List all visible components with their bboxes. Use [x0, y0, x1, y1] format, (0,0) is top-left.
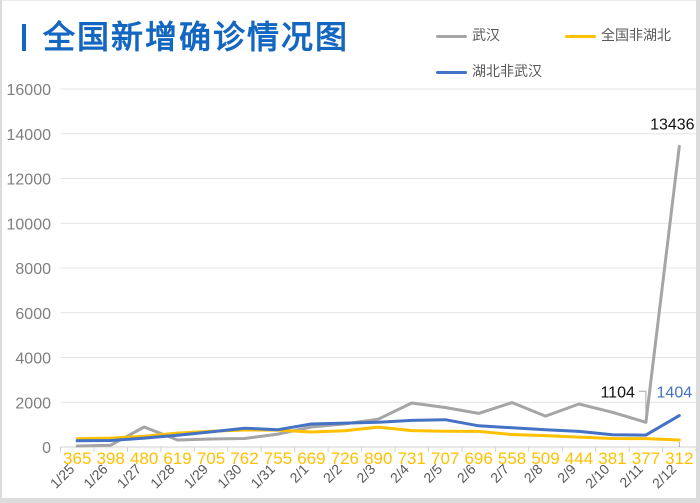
- legend-line-icon: [436, 70, 467, 74]
- data-label: 558: [498, 449, 526, 468]
- legend-item-hubei-ex-wuhan: 湖北非武汉: [436, 62, 542, 82]
- data-label: 444: [565, 449, 593, 468]
- y-tick-label: 6000: [15, 306, 51, 323]
- legend-item-non-hubei: 全国非湖北: [565, 26, 671, 46]
- data-label: 509: [531, 449, 559, 468]
- legend-label: 武汉: [472, 28, 500, 44]
- y-tick-label: 10000: [7, 216, 52, 233]
- data-label: 1404: [657, 385, 693, 402]
- data-label: 480: [130, 449, 158, 468]
- y-tick-label: 16000: [7, 82, 52, 99]
- series-line-non-hubei: [75, 425, 681, 442]
- data-label: 381: [598, 449, 626, 468]
- data-label: 755: [264, 449, 292, 468]
- series-line-wuhan: [75, 144, 681, 448]
- title-accent-bar: [22, 24, 26, 51]
- legend-label: 全国非湖北: [601, 28, 671, 44]
- y-tick-label: 0: [42, 440, 51, 457]
- data-label: 13436: [650, 116, 695, 133]
- data-label: 619: [163, 449, 191, 468]
- data-label: 762: [230, 449, 258, 468]
- legend-line-icon: [436, 34, 467, 38]
- data-label: 398: [96, 449, 124, 468]
- data-label: 1104: [600, 384, 635, 401]
- chart-title: 全国新增确诊情况图: [43, 18, 350, 56]
- data-label: 377: [632, 449, 660, 468]
- data-label: 707: [431, 449, 459, 468]
- legend-item-wuhan: 武汉: [436, 26, 500, 46]
- data-label: 312: [665, 449, 693, 468]
- y-tick-label: 12000: [7, 172, 52, 189]
- data-label: 726: [331, 449, 359, 468]
- series-line-hubei-ex-wuhan: [75, 414, 681, 443]
- gridlines: [60, 88, 697, 403]
- data-label: 705: [197, 449, 225, 468]
- data-label: 696: [464, 449, 492, 468]
- data-label: 365: [63, 449, 91, 468]
- label-leader-line: [638, 390, 647, 420]
- data-label: 669: [297, 449, 325, 468]
- y-tick-label: 2000: [15, 395, 51, 412]
- y-tick-label: 14000: [7, 127, 52, 144]
- y-tick-label: 8000: [15, 261, 51, 278]
- legend-line-icon: [565, 34, 596, 38]
- legend-label: 湖北非武汉: [472, 64, 542, 80]
- data-label: 731: [398, 449, 426, 468]
- y-tick-label: 4000: [15, 351, 51, 368]
- data-label: 890: [364, 449, 392, 468]
